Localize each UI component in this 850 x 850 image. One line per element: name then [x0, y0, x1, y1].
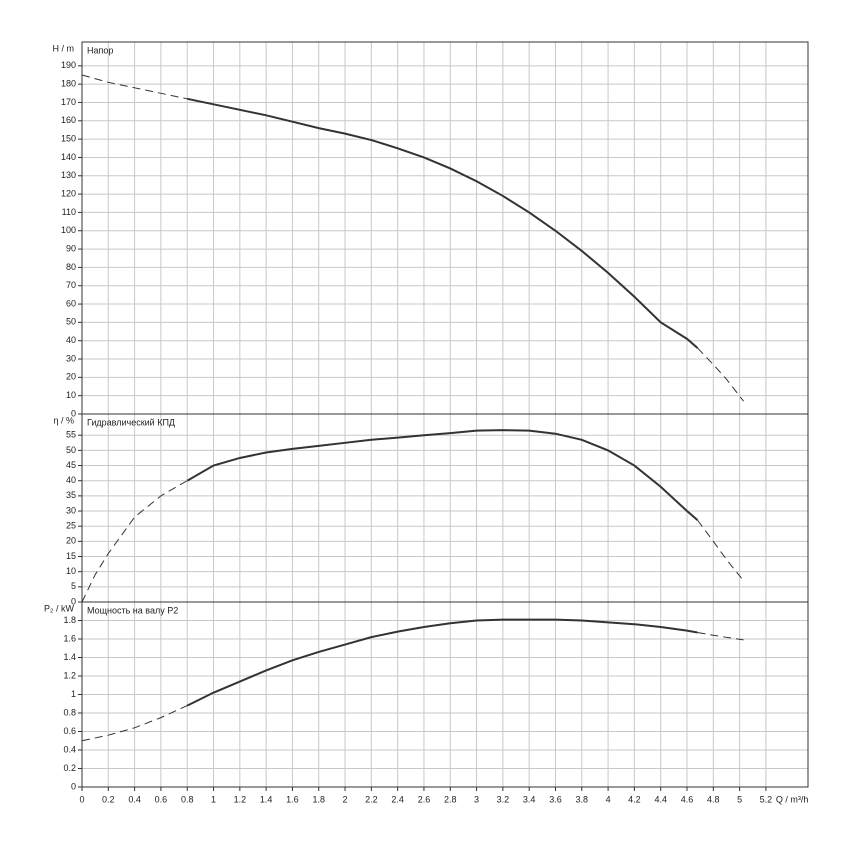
y-tick-label: 20 — [66, 536, 76, 546]
x-tick-label: 4.8 — [707, 794, 720, 804]
y-tick-label: 60 — [66, 298, 76, 308]
y-tick-label: 25 — [66, 521, 76, 531]
y-tick-label: 40 — [66, 475, 76, 485]
x-tick-label: 1 — [211, 794, 216, 804]
y-tick-label: 40 — [66, 335, 76, 345]
x-tick-label: 2.2 — [365, 794, 378, 804]
plot-frame — [81, 413, 809, 603]
y-tick-label: 140 — [61, 152, 76, 162]
curve — [186, 618, 698, 707]
x-tick-label: 4.2 — [628, 794, 641, 804]
y-tick-label: 180 — [61, 79, 76, 89]
x-tick-label: 3 — [474, 794, 479, 804]
x-tick-label: 2.6 — [418, 794, 431, 804]
x-tick-label: 2.8 — [444, 794, 457, 804]
y-tick-label: 50 — [66, 445, 76, 455]
curve — [697, 632, 744, 641]
y-tick-label: 15 — [66, 551, 76, 561]
x-tick-label: 0.8 — [181, 794, 194, 804]
plot-frame — [81, 41, 809, 415]
y-tick-label: 0.2 — [63, 763, 76, 773]
y-axis-label: P₂ / kW — [44, 603, 74, 613]
x-tick-label: 1.8 — [312, 794, 325, 804]
y-tick-label: 5 — [71, 581, 76, 591]
y-tick-label: 170 — [61, 97, 76, 107]
x-tick-label: 3.8 — [576, 794, 589, 804]
x-tick-label: 3.2 — [497, 794, 510, 804]
y-tick-label: 90 — [66, 243, 76, 253]
y-axis-label: H / m — [53, 43, 75, 53]
curve — [81, 705, 188, 742]
y-tick-label: 120 — [61, 188, 76, 198]
y-tick-label: 80 — [66, 262, 76, 272]
x-tick-label: 4.4 — [654, 794, 667, 804]
x-tick-label: 3.4 — [523, 794, 536, 804]
x-tick-label: 1.4 — [260, 794, 273, 804]
y-tick-label: 0.4 — [63, 744, 76, 754]
x-tick-label: 0 — [79, 794, 84, 804]
y-tick-label: 100 — [61, 225, 76, 235]
x-tick-label: 4 — [606, 794, 611, 804]
x-tick-label: 3.6 — [549, 794, 562, 804]
x-axis-label: Q / m³/h — [776, 794, 809, 804]
y-tick-label: 10 — [66, 390, 76, 400]
y-tick-label: 130 — [61, 170, 76, 180]
y-tick-label: 55 — [66, 430, 76, 440]
curve — [81, 74, 188, 100]
x-tick-label: 2.4 — [391, 794, 404, 804]
x-tick-label: 1.2 — [234, 794, 247, 804]
y-tick-label: 70 — [66, 280, 76, 290]
curve — [697, 519, 744, 582]
y-tick-label: 1.4 — [63, 652, 76, 662]
y-tick-label: 150 — [61, 133, 76, 143]
y-tick-label: 0 — [71, 408, 76, 418]
y-tick-label: 50 — [66, 317, 76, 327]
y-tick-label: 20 — [66, 372, 76, 382]
y-tick-label: 10 — [66, 566, 76, 576]
y-tick-label: 190 — [61, 60, 76, 70]
y-tick-label: 110 — [62, 207, 76, 217]
y-tick-label: 1.2 — [63, 670, 76, 680]
y-tick-label: 0 — [71, 781, 76, 791]
y-tick-label: 0.6 — [63, 726, 76, 736]
x-tick-label: 0.6 — [155, 794, 168, 804]
y-tick-label: 160 — [61, 115, 76, 125]
y-tick-label: 30 — [66, 505, 76, 515]
x-tick-label: 5 — [737, 794, 742, 804]
y-tick-label: 35 — [66, 490, 76, 500]
y-tick-label: 0.8 — [63, 707, 76, 717]
x-tick-label: 0.4 — [128, 794, 141, 804]
x-tick-label: 2 — [343, 794, 348, 804]
x-tick-label: 1.6 — [286, 794, 299, 804]
x-tick-label: 5.2 — [760, 794, 773, 804]
y-tick-label: 0 — [71, 596, 76, 606]
plot-frame — [81, 601, 809, 788]
curve — [187, 97, 699, 349]
y-tick-label: 1.8 — [63, 615, 76, 625]
y-tick-label: 45 — [66, 460, 76, 470]
y-tick-label: 1 — [71, 689, 76, 699]
y-tick-label: 30 — [66, 353, 76, 363]
panel-title: Гидравлический КПД — [87, 417, 175, 427]
y-tick-label: 1.6 — [63, 633, 76, 643]
x-tick-label: 0.2 — [102, 794, 115, 804]
panel-title: Напор — [87, 45, 113, 55]
curve — [186, 429, 699, 521]
curve — [697, 347, 744, 402]
y-axis-label: η / % — [53, 415, 74, 425]
panel-title: Мощность на валу P2 — [87, 605, 178, 615]
x-tick-label: 4.6 — [681, 794, 694, 804]
